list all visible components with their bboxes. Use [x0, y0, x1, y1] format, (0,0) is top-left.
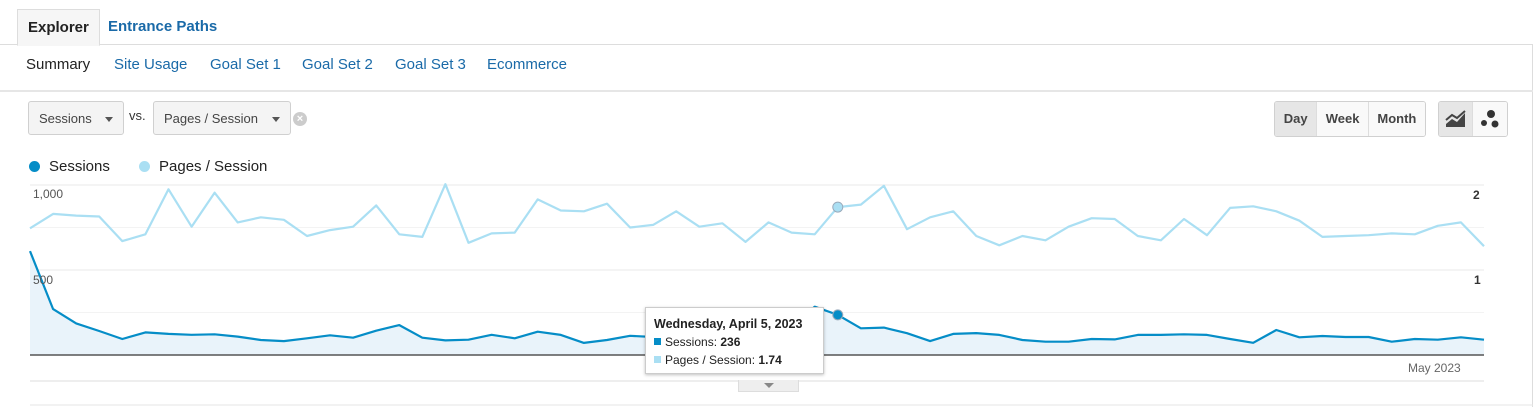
subnav-goal-set-2[interactable]: Goal Set 2 — [302, 56, 373, 73]
motion-chart-button[interactable] — [1472, 102, 1507, 136]
right-axis-tick: 1 — [1474, 273, 1481, 287]
metric-secondary-label: Pages / Session — [164, 111, 258, 126]
legend-dot-icon — [29, 161, 40, 172]
legend-pages-session[interactable]: Pages / Session — [139, 158, 267, 175]
left-axis-tick: 1,000 — [33, 187, 64, 201]
chart-tooltip: Wednesday, April 5, 2023 Sessions: 236 P… — [645, 307, 824, 374]
day-button[interactable]: Day — [1275, 102, 1317, 136]
tooltip-date: Wednesday, April 5, 2023 — [654, 317, 803, 331]
caret-down-icon — [272, 117, 280, 122]
month-button[interactable]: Month — [1367, 102, 1425, 136]
pages-session-line — [29, 183, 1485, 247]
tooltip-sessions: Sessions: 236 — [654, 335, 740, 349]
x-axis-tick: May 2023 — [1408, 361, 1461, 375]
explorer-subnav: Summary Site Usage Goal Set 1 Goal Set 2… — [0, 44, 1533, 92]
caret-down-icon — [764, 383, 774, 388]
sessions-area — [30, 251, 1484, 355]
line-chart-icon — [1444, 110, 1466, 127]
granularity-toggle: Day Week Month — [1274, 101, 1426, 137]
tab-explorer[interactable]: Explorer — [17, 9, 100, 46]
subnav-goal-set-1[interactable]: Goal Set 1 — [210, 56, 281, 73]
metric-select-primary[interactable]: Sessions — [28, 101, 124, 135]
metric-select-secondary[interactable]: Pages / Session — [153, 101, 291, 135]
legend-label: Pages / Session — [159, 158, 268, 175]
data-point — [832, 201, 844, 213]
tab-entrance-paths[interactable]: Entrance Paths — [108, 18, 218, 35]
legend-sessions[interactable]: Sessions — [29, 158, 110, 175]
motion-chart-icon — [1481, 110, 1499, 128]
subnav-goal-set-3[interactable]: Goal Set 3 — [395, 56, 466, 73]
metric-primary-label: Sessions — [39, 111, 92, 126]
data-point — [832, 309, 844, 321]
chart-resize-handle[interactable] — [738, 380, 799, 392]
right-axis-tick: 2 — [1473, 188, 1480, 202]
close-circle-icon[interactable]: × — [293, 112, 307, 126]
line-chart-button[interactable] — [1439, 102, 1473, 136]
tooltip-pages-session: Pages / Session: 1.74 — [654, 353, 782, 367]
caret-down-icon — [105, 117, 113, 122]
legend-label: Sessions — [49, 158, 110, 175]
chart-type-toggle — [1438, 101, 1508, 137]
subnav-ecommerce[interactable]: Ecommerce — [487, 56, 568, 73]
divider — [1532, 44, 1533, 407]
report-tabs: Explorer Entrance Paths — [0, 0, 1533, 46]
week-button[interactable]: Week — [1316, 102, 1368, 136]
left-axis-tick: 500 — [33, 273, 54, 287]
subnav-summary[interactable]: Summary — [26, 56, 91, 73]
legend-dot-icon — [139, 161, 150, 172]
subnav-site-usage[interactable]: Site Usage — [114, 56, 188, 73]
vs-label: vs. — [129, 108, 146, 123]
